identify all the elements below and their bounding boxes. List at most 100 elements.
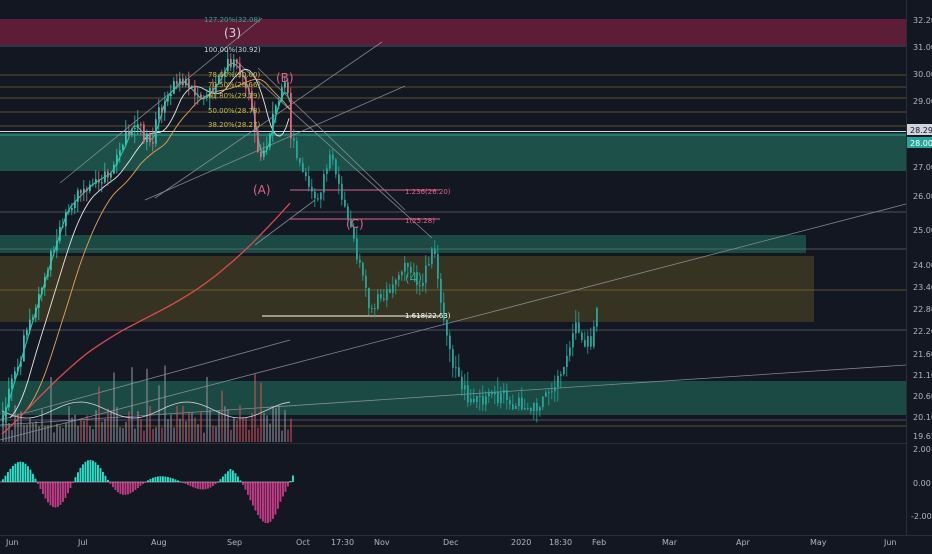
candle-body bbox=[23, 335, 25, 362]
y-tick: 24.00 bbox=[913, 261, 932, 270]
oscillator-bar bbox=[94, 462, 97, 482]
second-price-tag bbox=[907, 137, 932, 148]
oscillator-bar bbox=[247, 482, 249, 495]
volume-bar bbox=[263, 412, 265, 442]
x-tick: 2020 bbox=[511, 538, 531, 547]
oscillator-bar bbox=[249, 482, 252, 501]
volume-bar bbox=[206, 376, 208, 442]
oscillator-bar bbox=[42, 482, 44, 495]
fib-label-127: 127.20%(32.08) bbox=[204, 16, 261, 24]
volume-bar bbox=[74, 414, 76, 442]
oscillator-bar bbox=[67, 482, 69, 494]
candle-body bbox=[578, 322, 580, 333]
volume-bar bbox=[155, 427, 157, 442]
candle-body bbox=[248, 88, 250, 92]
volume-bar bbox=[173, 427, 175, 442]
volume-bar bbox=[188, 411, 190, 442]
oscillator-bar bbox=[267, 482, 269, 524]
candle-body bbox=[344, 199, 346, 207]
candle-body bbox=[80, 190, 82, 193]
oscillator-bar bbox=[272, 482, 274, 519]
candle-body bbox=[362, 262, 364, 276]
candle-body bbox=[74, 201, 76, 209]
volume-bar bbox=[89, 425, 91, 442]
volume-bar bbox=[26, 424, 28, 442]
candle-body bbox=[164, 101, 166, 113]
osc-tick: -2.00 bbox=[911, 512, 932, 521]
oscillator-bar bbox=[149, 478, 152, 482]
volume-layer bbox=[1, 365, 292, 442]
oscillator-bar bbox=[227, 471, 229, 482]
oscillator-bar bbox=[189, 482, 192, 487]
candle-body bbox=[47, 270, 49, 277]
volume-bar bbox=[101, 421, 103, 442]
candle-body bbox=[413, 272, 415, 274]
volume-bar bbox=[248, 429, 250, 442]
oscillator-bar bbox=[32, 473, 34, 482]
candle-body bbox=[71, 208, 73, 211]
candle-body bbox=[167, 96, 169, 102]
time-axis[interactable]: Jun Jul Aug Sep Oct 17:30 Nov Dec 2020 1… bbox=[5, 538, 897, 547]
candle-body bbox=[137, 124, 139, 129]
volume-bar bbox=[125, 421, 127, 442]
volume-bar bbox=[197, 424, 199, 442]
volume-bar bbox=[272, 406, 274, 442]
candle-body bbox=[242, 75, 244, 77]
volume-bar bbox=[203, 432, 205, 442]
candle-body bbox=[320, 192, 322, 200]
volume-bar bbox=[221, 390, 223, 442]
candle-body bbox=[476, 395, 478, 402]
candle-body bbox=[596, 307, 598, 327]
volume-bar bbox=[158, 385, 160, 442]
candle-body bbox=[437, 254, 439, 279]
oscillator-bar bbox=[4, 475, 7, 482]
volume-bar bbox=[167, 419, 169, 442]
oscillator-bar bbox=[242, 482, 244, 485]
oscillator-bar bbox=[139, 482, 142, 486]
candle-body bbox=[515, 406, 517, 410]
oscillator-bar bbox=[104, 475, 107, 482]
candle-body bbox=[536, 402, 538, 411]
candle-body bbox=[461, 376, 463, 390]
x-tick: Aug bbox=[151, 538, 167, 547]
volume-bar bbox=[257, 427, 259, 442]
candle-body bbox=[101, 182, 103, 184]
oscillator-bar bbox=[199, 482, 202, 490]
oscillator-bar bbox=[292, 475, 294, 482]
volume-bar bbox=[59, 426, 61, 442]
candle-body bbox=[371, 308, 373, 310]
volume-bar bbox=[68, 406, 70, 442]
wave-label-4: (4) bbox=[405, 271, 422, 285]
candle-body bbox=[11, 378, 13, 389]
oscillator-bar bbox=[37, 482, 39, 484]
price-axis[interactable]: 32.20 31.00 30.00 29.00 28.00 27.00 26.0… bbox=[907, 16, 932, 521]
oscillator-bar bbox=[209, 482, 212, 488]
candle-body bbox=[86, 188, 88, 192]
candle-body bbox=[221, 75, 223, 77]
x-tick: Oct bbox=[296, 538, 310, 547]
oscillator-bar bbox=[239, 480, 242, 482]
oscillator-bar bbox=[119, 482, 122, 494]
candle-body bbox=[317, 198, 319, 200]
candle-body bbox=[65, 212, 67, 227]
y-tick: 23.40 bbox=[913, 283, 932, 292]
candle-body bbox=[467, 385, 469, 403]
candle-body bbox=[26, 330, 28, 336]
fib-levels-layer bbox=[0, 45, 906, 427]
volume-bar bbox=[242, 416, 244, 442]
oscillator-bar bbox=[252, 482, 254, 506]
candle-body bbox=[215, 83, 217, 94]
candle-body bbox=[152, 141, 154, 144]
candle-body bbox=[272, 113, 274, 134]
wave-label-c: (C) bbox=[346, 217, 364, 231]
candle-body bbox=[434, 248, 436, 255]
candle-body bbox=[179, 78, 181, 84]
volume-bar bbox=[14, 405, 16, 442]
candle-body bbox=[278, 101, 280, 106]
volume-bar bbox=[116, 406, 118, 442]
oscillator-bar bbox=[164, 476, 167, 482]
volume-bar bbox=[38, 426, 40, 442]
oscillator-bar bbox=[7, 472, 9, 482]
